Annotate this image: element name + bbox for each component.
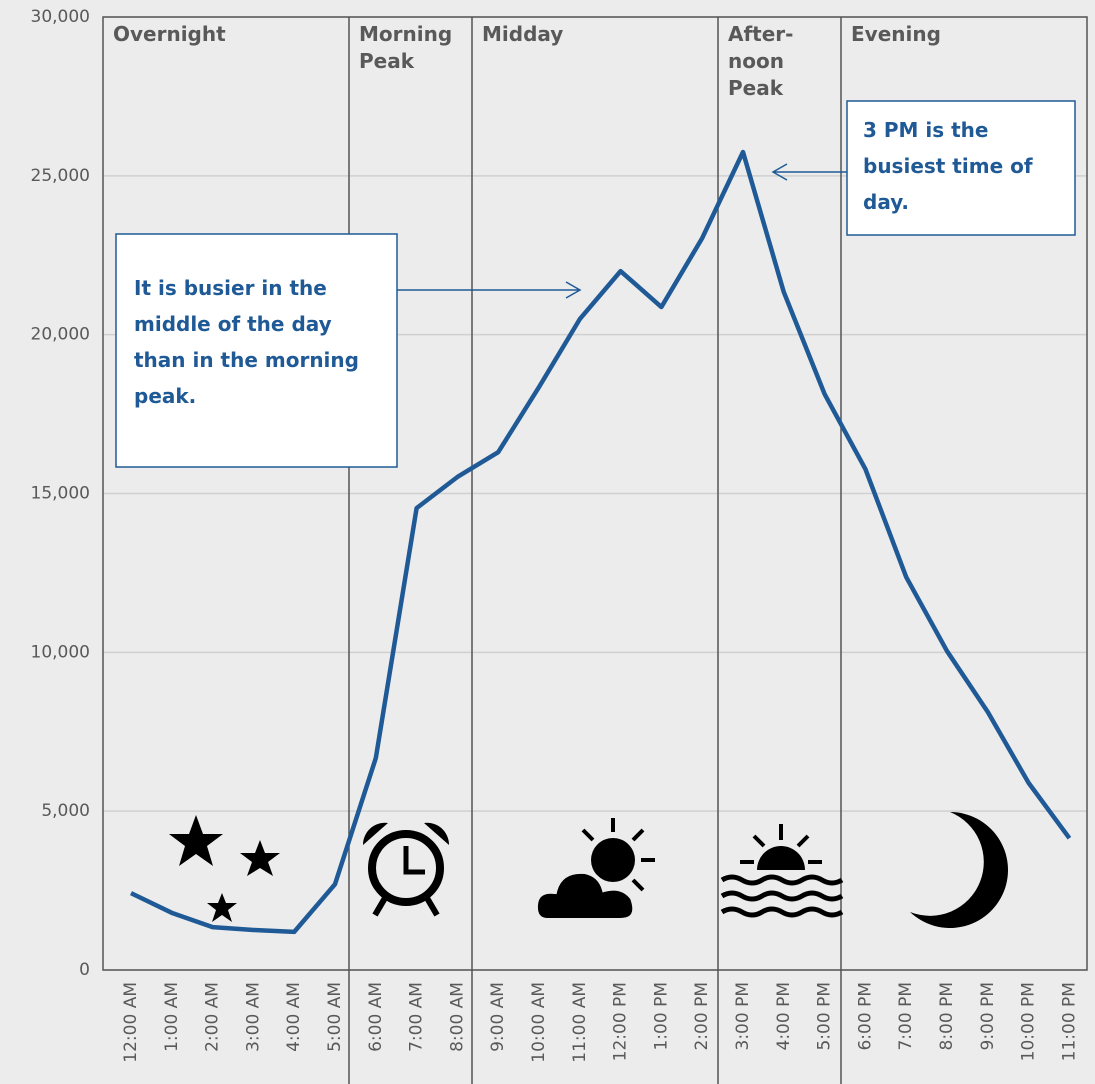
period-label-box: Midday <box>482 22 564 46</box>
annotation-box <box>846 100 1076 236</box>
x-tick-label: 4:00 PM <box>774 982 794 1051</box>
period-label: Midday <box>482 22 564 46</box>
x-tick-label: 8:00 AM <box>447 982 467 1052</box>
x-tick-label: 6:00 PM <box>855 982 875 1051</box>
clock-icon <box>362 822 450 917</box>
star-icon <box>240 840 280 876</box>
arrow <box>397 281 582 299</box>
x-tick-label: 9:00 AM <box>488 982 508 1052</box>
x-tick-label: 9:00 PM <box>978 982 998 1050</box>
x-tick-label: 10:00 PM <box>1019 982 1039 1061</box>
y-tick-label: 25,000 <box>31 166 90 186</box>
x-tick-label: 2:00 PM <box>692 982 712 1051</box>
annotation-text: 3 PM is the busiest time of day. <box>863 118 1033 214</box>
x-tick-label: 1:00 AM <box>162 982 182 1052</box>
period-label-box: Overnight <box>113 22 226 46</box>
star-icon <box>207 893 237 922</box>
x-tick-label: 5:00 AM <box>325 982 345 1052</box>
period-label-box: Morning Peak <box>359 22 453 73</box>
x-tick-label: 11:00 AM <box>570 982 590 1063</box>
period-label: Evening <box>851 22 941 46</box>
y-tick-label: 15,000 <box>31 484 90 504</box>
y-tick-label: 20,000 <box>31 325 90 345</box>
x-tick-label: 3:00 PM <box>733 982 753 1051</box>
x-tick-label: 6:00 AM <box>366 982 386 1052</box>
annotation-text: It is busier in the middle of the day th… <box>134 276 359 408</box>
moon-icon <box>910 812 1008 928</box>
x-tick-label: 12:00 PM <box>611 982 631 1061</box>
x-tick-label: 11:00 PM <box>1059 982 1079 1061</box>
x-tick-label: 4:00 AM <box>284 982 304 1052</box>
y-tick-label: 0 <box>79 960 90 980</box>
icons <box>169 812 1008 928</box>
plot-frame <box>102 16 1088 971</box>
period-label-box: Evening <box>851 22 941 46</box>
arrow <box>771 163 847 181</box>
x-tick-label: 12:00 AM <box>121 982 141 1063</box>
y-tick-label: 10,000 <box>31 642 90 662</box>
x-tick-label: 3:00 AM <box>243 982 263 1052</box>
x-tick-label: 7:00 PM <box>896 982 916 1051</box>
data-line <box>130 149 1072 935</box>
x-tick-label: 7:00 AM <box>407 982 427 1052</box>
period-label-box: After-noon Peak <box>728 22 794 100</box>
sunset-icon <box>720 824 844 918</box>
annotation: It is busier in the middle of the day th… <box>134 276 359 408</box>
y-tick-label: 30,000 <box>31 7 90 27</box>
x-tick-label: 2:00 AM <box>203 982 223 1052</box>
x-tick-label: 8:00 PM <box>937 982 957 1051</box>
y-tick-label: 5,000 <box>41 801 90 821</box>
annotation-box <box>115 233 398 468</box>
annotation: 3 PM is the busiest time of day. <box>863 118 1033 214</box>
period-label: Overnight <box>113 22 226 46</box>
star-icon <box>169 815 223 866</box>
period-label: After-noon Peak <box>728 22 794 100</box>
sun-cloud-icon <box>533 818 655 922</box>
x-tick-label: 1:00 PM <box>651 982 671 1051</box>
x-tick-label: 10:00 AM <box>529 982 549 1063</box>
x-tick-label: 5:00 PM <box>815 982 835 1051</box>
period-label: Morning Peak <box>359 22 453 73</box>
